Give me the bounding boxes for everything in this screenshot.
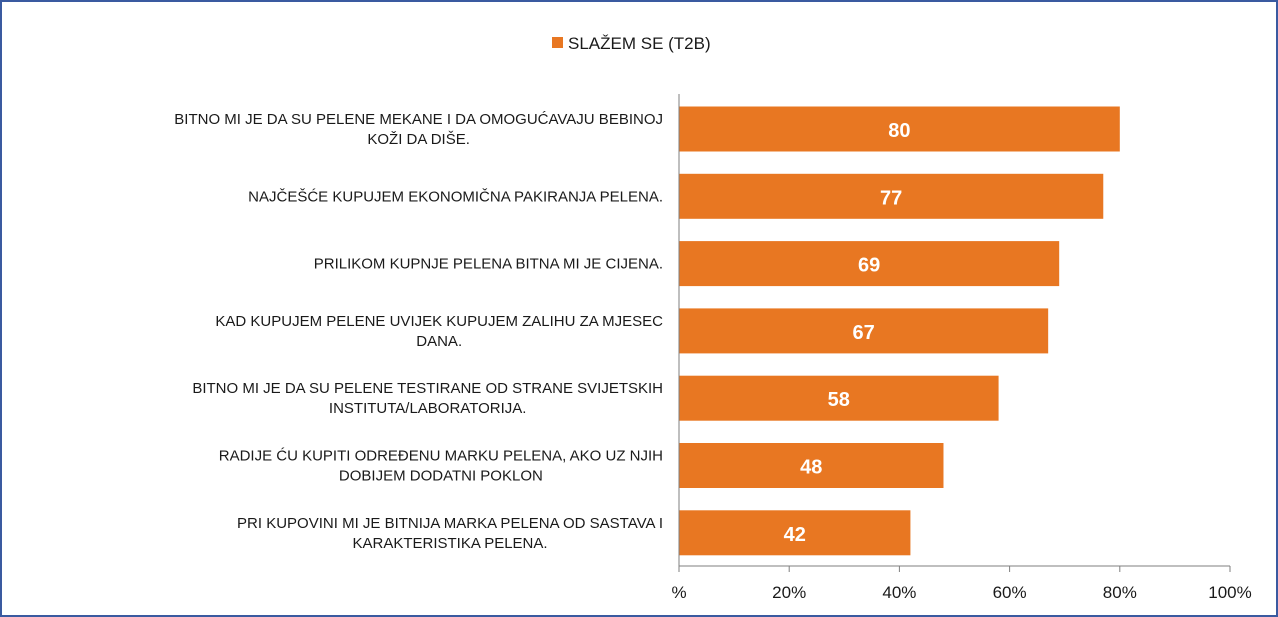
bar-6 xyxy=(679,443,944,488)
data-label-5: 58 xyxy=(828,389,850,411)
data-label-7: 42 xyxy=(784,524,806,546)
category-label-7-line-1: PRI KUPOVINI MI JE BITNIJA MARKA PELENA … xyxy=(237,515,663,532)
category-label-6-line-2: DOBIJEM DODATNI POKLON xyxy=(339,468,543,485)
data-label-6: 48 xyxy=(800,457,822,479)
category-label-5-line-2: INSTITUTA/LABORATORIJA. xyxy=(329,400,527,417)
category-label-5: BITNO MI JE DA SU PELENE TESTIRANE OD ST… xyxy=(192,380,663,417)
category-label-2: NAJČEŠĆE KUPUJEM EKONOMIČNA PAKIRANJA PE… xyxy=(248,188,663,205)
legend-label: SLAŽEM SE (T2B) xyxy=(568,34,711,53)
x-tick-label-2: 20% xyxy=(772,583,806,602)
data-label-4: 67 xyxy=(852,322,874,344)
x-tick-label-5: 80% xyxy=(1103,583,1137,602)
legend-swatch xyxy=(552,37,563,48)
data-label-2: 77 xyxy=(880,187,902,209)
category-label-6: RADIJE ĆU KUPITI ODREĐENU MARKU PELENA, … xyxy=(219,448,663,485)
category-label-6-line-1: RADIJE ĆU KUPITI ODREĐENU MARKU PELENA, … xyxy=(219,448,663,465)
bar-3 xyxy=(679,241,1060,287)
bar-2 xyxy=(679,173,1104,219)
x-tick-label-6: 100% xyxy=(1208,583,1251,602)
category-label-4-line-1: KAD KUPUJEM PELENE UVIJEK KUPUJEM ZALIHU… xyxy=(215,313,663,330)
category-label-1-line-2: KOŽI DA DIŠE. xyxy=(367,131,470,148)
category-label-4-line-2: DANA. xyxy=(416,333,462,350)
data-label-1: 80 xyxy=(888,120,910,142)
bar-7 xyxy=(679,510,911,556)
category-label-1-line-1: BITNO MI JE DA SU PELENE MEKANE I DA OMO… xyxy=(174,111,663,128)
x-tick-label-1: % xyxy=(671,583,686,602)
category-label-1: BITNO MI JE DA SU PELENE MEKANE I DA OMO… xyxy=(174,111,663,148)
category-label-3: PRILIKOM KUPNJE PELENA BITNA MI JE CIJEN… xyxy=(314,256,663,273)
bar-4 xyxy=(679,308,1049,354)
data-label-3: 69 xyxy=(858,255,880,277)
category-label-7-line-2: KARAKTERISTIKA PELENA. xyxy=(352,535,547,552)
x-tick-label-4: 60% xyxy=(993,583,1027,602)
x-tick-label-3: 40% xyxy=(882,583,916,602)
category-label-7: PRI KUPOVINI MI JE BITNIJA MARKA PELENA … xyxy=(237,515,663,552)
category-label-3-line-1: PRILIKOM KUPNJE PELENA BITNA MI JE CIJEN… xyxy=(314,256,663,273)
category-label-5-line-1: BITNO MI JE DA SU PELENE TESTIRANE OD ST… xyxy=(192,380,663,397)
category-label-4: KAD KUPUJEM PELENE UVIJEK KUPUJEM ZALIHU… xyxy=(215,313,663,350)
bar-1 xyxy=(679,106,1120,152)
category-label-2-line-1: NAJČEŠĆE KUPUJEM EKONOMIČNA PAKIRANJA PE… xyxy=(248,188,663,205)
bar-5 xyxy=(679,375,999,421)
